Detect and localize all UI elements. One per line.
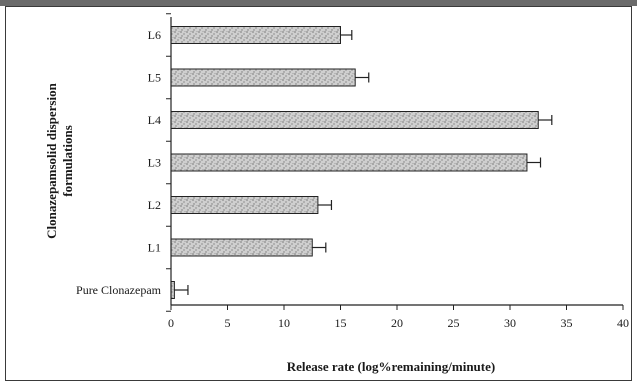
x-tick-label-20: 20: [391, 316, 403, 330]
y-tick-label-pure-clonazepam: Pure Clonazepam: [76, 283, 162, 297]
x-ticks-group: 0 5 10 15 20 25 30 35 40: [168, 305, 629, 330]
error-bars-group: [174, 30, 553, 295]
y-tick-label-l2: L2: [148, 198, 161, 212]
x-tick-label-0: 0: [168, 316, 174, 330]
y-axis-title: Clonazepamsolid dispersion formulations: [44, 82, 75, 238]
y-tick-label-l3: L3: [148, 156, 161, 170]
y-tick-label-l6: L6: [148, 28, 161, 42]
x-tick-label-10: 10: [278, 316, 290, 330]
y-tick-label-l4: L4: [148, 113, 161, 127]
x-tick-label-35: 35: [561, 316, 573, 330]
error-bar-l5: [355, 72, 370, 83]
y-tick-labels: Pure Clonazepam L1 L2 L3 L4 L5 L6: [76, 28, 162, 297]
y-tick-marks: [166, 13, 171, 312]
x-tick-label-25: 25: [448, 316, 460, 330]
figure-frame: Pure Clonazepam L1 L2 L3 L4 L5 L6 0 5 10 15 20 25 30…: [5, 6, 632, 381]
error-bar-l3: [526, 157, 542, 168]
bar-l2: [170, 196, 319, 214]
bar-l3: [170, 153, 528, 172]
error-bar-l4: [538, 115, 553, 125]
bar-l4: [170, 111, 539, 129]
bar-chart: Pure Clonazepam L1 L2 L3 L4 L5 L6 0 5 10 15 20 25 30…: [44, 13, 629, 374]
top-band: [0, 0, 637, 6]
x-tick-label-5: 5: [225, 316, 231, 330]
error-bar-l6: [340, 30, 353, 40]
x-tick-label-30: 30: [504, 316, 516, 330]
bar-l6: [170, 26, 341, 44]
error-bar-pure-clonazepam: [174, 285, 189, 295]
y-tick-label-l1: L1: [148, 241, 161, 255]
y-axis-title-line-2: formulations: [60, 125, 75, 197]
x-axis-title: Release rate (log%remaining/minute): [287, 359, 495, 374]
y-tick-label-l5: L5: [148, 71, 161, 85]
error-bar-l2: [317, 200, 333, 210]
bars-group: [170, 26, 539, 299]
bar-l1: [170, 238, 313, 257]
error-bar-l1: [312, 242, 327, 253]
x-tick-label-15: 15: [335, 316, 347, 330]
y-axis-title-line-1: Clonazepamsolid dispersion: [44, 82, 59, 238]
x-tick-label-40: 40: [617, 316, 629, 330]
bar-l5: [170, 68, 356, 87]
